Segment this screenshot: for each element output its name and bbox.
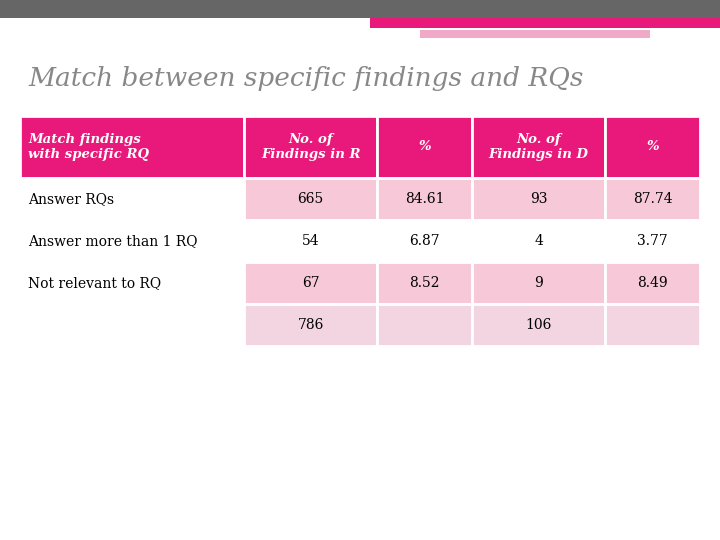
Text: 665: 665	[297, 192, 324, 206]
Bar	[20, 304, 244, 346]
Bar	[0, 0, 720, 18]
Bar	[605, 116, 700, 178]
Bar	[20, 178, 244, 220]
Bar	[377, 220, 472, 262]
Text: %: %	[647, 140, 659, 153]
Bar	[605, 262, 700, 304]
Text: 4: 4	[534, 234, 543, 248]
Text: 93: 93	[530, 192, 547, 206]
Text: 786: 786	[297, 318, 324, 332]
Bar	[244, 262, 377, 304]
Bar	[472, 304, 605, 346]
Bar	[472, 220, 605, 262]
Text: No. of
Findings in R: No. of Findings in R	[261, 133, 361, 161]
Text: 8.52: 8.52	[410, 276, 440, 290]
Bar	[20, 220, 244, 262]
Bar	[244, 304, 377, 346]
Text: 84.61: 84.61	[405, 192, 444, 206]
Bar	[377, 178, 472, 220]
Bar	[472, 262, 605, 304]
Bar	[472, 116, 605, 178]
Bar	[244, 178, 377, 220]
Text: Match findings
with specific RQ: Match findings with specific RQ	[28, 133, 149, 161]
Text: 3.77: 3.77	[637, 234, 668, 248]
Bar	[420, 30, 650, 38]
Bar	[20, 262, 244, 304]
Bar	[20, 116, 244, 178]
Bar	[605, 304, 700, 346]
Text: 6.87: 6.87	[409, 234, 440, 248]
Text: Match between specific findings and RQs: Match between specific findings and RQs	[28, 66, 583, 91]
Bar	[370, 18, 720, 28]
Bar	[377, 304, 472, 346]
Text: 8.49: 8.49	[637, 276, 668, 290]
Text: 54: 54	[302, 234, 320, 248]
Bar	[605, 220, 700, 262]
Text: Answer RQs: Answer RQs	[28, 192, 114, 206]
Bar	[244, 116, 377, 178]
Text: 67: 67	[302, 276, 320, 290]
Bar	[377, 116, 472, 178]
Text: No. of
Findings in D: No. of Findings in D	[489, 133, 588, 161]
Text: %: %	[418, 140, 431, 153]
Bar	[244, 220, 377, 262]
Bar	[472, 178, 605, 220]
Text: Answer more than 1 RQ: Answer more than 1 RQ	[28, 234, 197, 248]
Text: 106: 106	[526, 318, 552, 332]
Bar	[377, 262, 472, 304]
Text: 9: 9	[534, 276, 543, 290]
Text: Not relevant to RQ: Not relevant to RQ	[28, 276, 161, 290]
Text: 87.74: 87.74	[633, 192, 672, 206]
Bar	[605, 178, 700, 220]
